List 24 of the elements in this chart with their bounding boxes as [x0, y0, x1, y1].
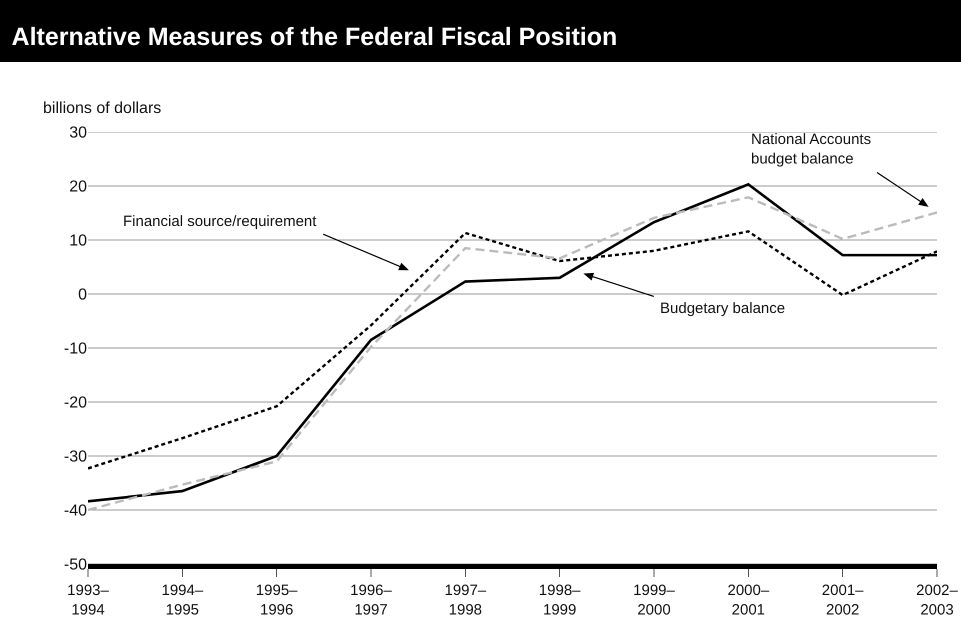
x-tick-label: 1993–1994 — [67, 582, 110, 618]
x-tick-label: 2002–2003 — [916, 582, 959, 618]
x-tick-label: 1998–1999 — [538, 582, 582, 618]
x-tick-label: 2000–2001 — [727, 582, 770, 618]
annotation: Budgetary balance — [660, 300, 786, 317]
y-axis-title: billions of dollars — [43, 100, 162, 117]
y-tick-label: 0 — [78, 286, 88, 304]
chart-title: Alternative Measures of the Federal Fiscal Position — [12, 22, 618, 51]
y-tick-label: 20 — [69, 178, 88, 196]
y-tick-label: -50 — [64, 556, 88, 574]
y-tick-label: 10 — [69, 232, 88, 250]
y-tick-label: -30 — [64, 448, 88, 466]
y-tick-label: -40 — [64, 502, 88, 520]
x-tick-label: 1997–1998 — [444, 582, 487, 618]
y-tick-label: 30 — [69, 124, 88, 142]
x-tick-label: 1999–2000 — [633, 582, 676, 618]
annotation: Financial source/requirement — [123, 213, 318, 230]
annotation: National Accounts budget balance — [751, 131, 872, 168]
x-tick-label: 1994–1995 — [161, 582, 204, 618]
x-tick-label: 1995–1996 — [256, 582, 298, 618]
x-tick-label: 2001–2002 — [822, 582, 864, 618]
y-tick-label: -20 — [64, 394, 88, 412]
x-tick-label: 1996–1997 — [350, 582, 393, 618]
y-tick-label: -10 — [64, 340, 88, 358]
